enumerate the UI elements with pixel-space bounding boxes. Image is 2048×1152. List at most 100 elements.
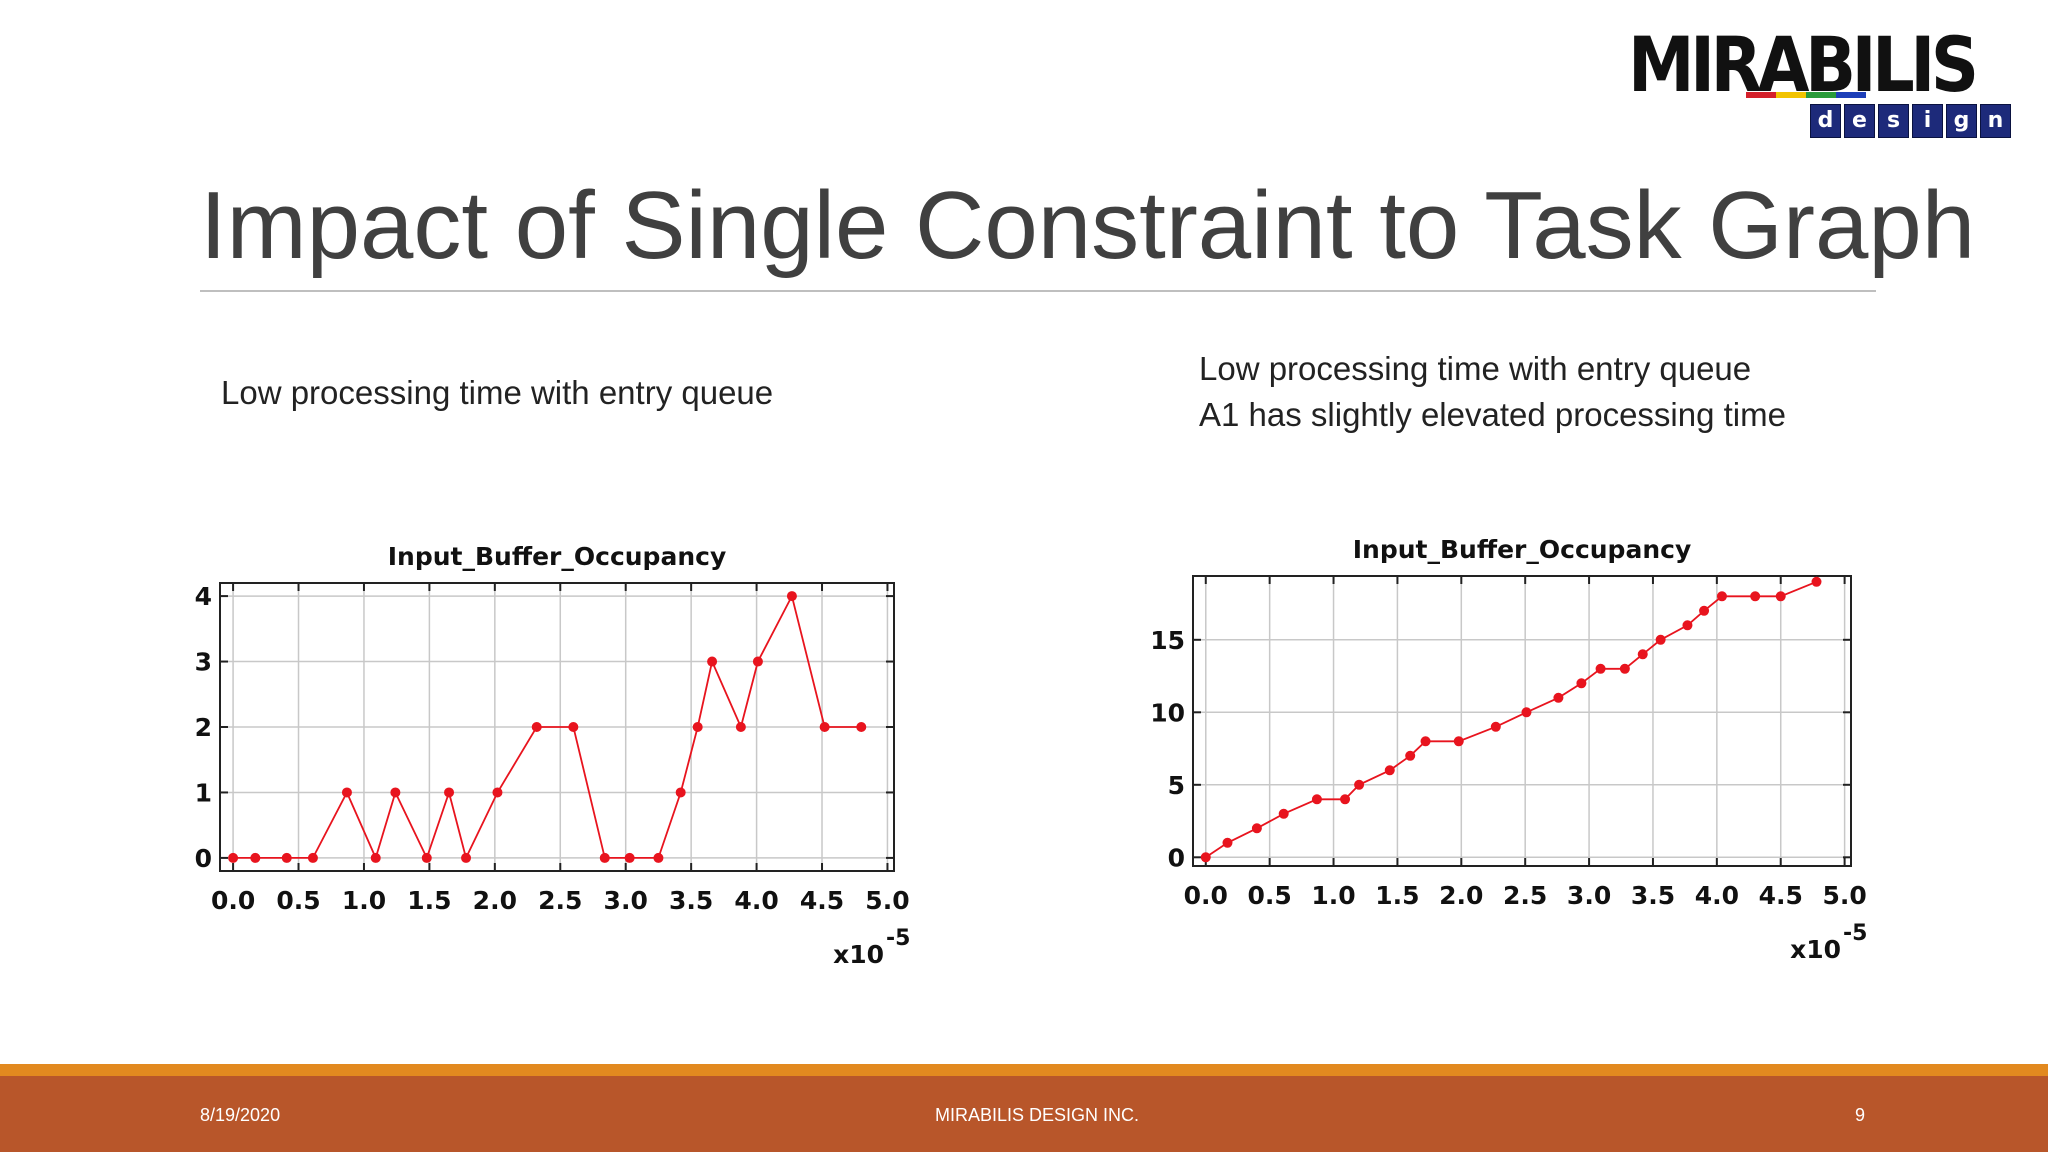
data-point: [281, 852, 292, 863]
logo-letter: i: [1912, 104, 1943, 138]
data-point: [1595, 663, 1606, 674]
x-tick-label: 4.0: [1695, 881, 1739, 910]
logo-stripe-blue: [1836, 92, 1866, 98]
data-point: [444, 787, 455, 798]
data-point: [1354, 779, 1365, 790]
x-tick-label: 2.0: [473, 886, 517, 915]
data-point: [707, 656, 718, 667]
data-point: [653, 852, 664, 863]
plot-area: [1193, 576, 1851, 866]
data-point: [250, 852, 261, 863]
y-tick-label: 0: [1168, 843, 1185, 872]
company-logo: MIRABILIS d e s i g n: [1628, 20, 2016, 138]
data-point: [735, 722, 746, 732]
caption-right-line-2: A1 has slightly elevated processing time: [1199, 396, 1786, 433]
data-point: [1811, 576, 1822, 587]
data-point: [568, 722, 579, 732]
data-point: [692, 722, 703, 732]
x-multiplier-label: x10: [833, 940, 884, 969]
data-point: [675, 787, 686, 798]
data-point: [1521, 707, 1532, 718]
footer-company: MIRABILIS DESIGN INC.: [935, 1105, 1140, 1125]
footer-bar: 8/19/2020 MIRABILIS DESIGN INC. 9: [0, 1076, 2048, 1152]
x-tick-label: 0.0: [211, 886, 255, 915]
footer-page-number: 9: [1855, 1105, 1866, 1125]
data-point: [1655, 634, 1666, 645]
y-tick-label: 2: [195, 713, 212, 742]
x-tick-label: 5.0: [865, 886, 909, 915]
data-point: [390, 787, 401, 798]
data-point: [1405, 750, 1416, 761]
caption-right: Low processing time with entry queue A1 …: [1199, 346, 1786, 438]
logo-stripe-red: [1746, 92, 1776, 98]
y-tick-label: 4: [195, 582, 212, 611]
logo-wordmark: MIRABILIS: [1628, 20, 1979, 109]
x-tick-label: 5.0: [1822, 881, 1866, 910]
data-point: [1340, 794, 1351, 805]
logo-letter: g: [1946, 104, 1977, 138]
x-tick-label: 0.5: [276, 886, 320, 915]
x-tick-label: 3.5: [1631, 881, 1675, 910]
x-tick-label: 4.5: [1759, 881, 1803, 910]
logo-subtitle: d e s i g n: [1810, 104, 2011, 138]
x-tick-label: 2.5: [1503, 881, 1547, 910]
y-tick-label: 10: [1150, 698, 1185, 727]
x-tick-label: 3.0: [1567, 881, 1611, 910]
data-point: [1576, 678, 1587, 689]
data-point: [228, 852, 239, 863]
data-point: [819, 722, 830, 732]
footer-date: 8/19/2020: [200, 1105, 281, 1125]
data-point: [1384, 765, 1395, 776]
chart-left: Input_Buffer_Occupancy 0.0 0.5 1.0 1.5 2.0 2.5…: [195, 542, 911, 969]
x-tick-label: 0.5: [1248, 881, 1292, 910]
data-point: [341, 787, 352, 798]
logo-letter: s: [1878, 104, 1909, 138]
caption-right-line-1: Low processing time with entry queue: [1199, 350, 1752, 387]
x-tick-label: 2.5: [538, 886, 582, 915]
data-point: [786, 591, 797, 602]
footer-accent-line: [0, 1064, 2048, 1076]
x-tick-label: 0.0: [1184, 881, 1228, 910]
data-point: [1553, 692, 1564, 703]
data-point: [461, 852, 472, 863]
chart-title: Input_Buffer_Occupancy: [1353, 535, 1692, 564]
logo-color-stripe: [1746, 92, 1866, 98]
x-tick-label: 3.0: [604, 886, 648, 915]
x-tick-label: 1.0: [1311, 881, 1355, 910]
data-point: [1311, 794, 1322, 805]
x-tick-label: 3.5: [669, 886, 713, 915]
data-point: [856, 722, 867, 732]
chart-right: Input_Buffer_Occupancy 0.0 0.5 1.0 1.5 2.0 2.5…: [1150, 535, 1867, 964]
x-tick-label: 1.0: [342, 886, 386, 915]
y-tick-label: 0: [195, 844, 212, 873]
x-tick-label: 1.5: [1375, 881, 1419, 910]
data-point: [1682, 620, 1693, 631]
data-point: [1490, 721, 1501, 732]
data-point: [1716, 591, 1727, 602]
y-tick-label: 3: [195, 648, 212, 677]
x-tick-label: 4.5: [800, 886, 844, 915]
logo-stripe-yellow: [1776, 92, 1806, 98]
data-point: [370, 852, 381, 863]
data-point: [752, 656, 763, 667]
logo-letter: e: [1844, 104, 1875, 138]
data-point: [1750, 591, 1761, 602]
plot-frame: [1192, 575, 1852, 867]
data-point: [599, 852, 610, 863]
data-point: [1278, 808, 1289, 819]
slide-title: Impact of Single Constraint to Task Grap…: [200, 172, 1976, 279]
data-point: [492, 787, 503, 798]
logo-stripe-green: [1806, 92, 1836, 98]
data-point: [1699, 605, 1710, 616]
y-tick-label: 15: [1150, 626, 1185, 655]
logo-letter: d: [1810, 104, 1841, 138]
x-tick-label: 2.0: [1439, 881, 1483, 910]
data-point: [531, 722, 542, 732]
title-divider: [200, 290, 1876, 292]
logo-letter: n: [1980, 104, 2011, 138]
x-multiplier-exponent: -5: [886, 926, 910, 951]
series-line: [233, 593, 862, 861]
data-point: [1619, 663, 1630, 674]
data-point: [1775, 591, 1786, 602]
data-point: [1453, 736, 1464, 747]
